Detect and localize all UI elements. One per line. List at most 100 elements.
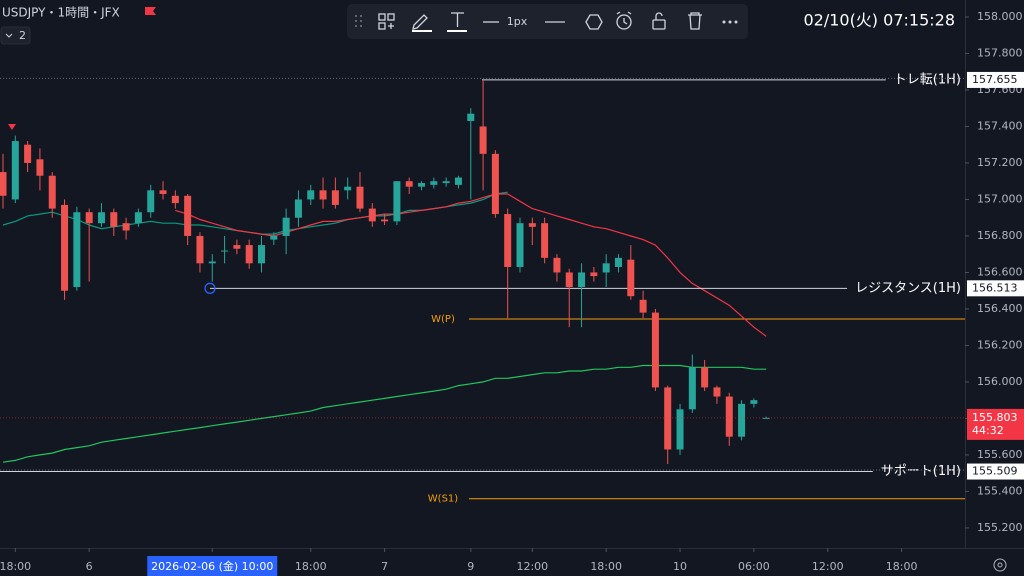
candle-body bbox=[738, 403, 746, 437]
level-price-badge bbox=[967, 71, 1024, 88]
crosshair-time-box bbox=[147, 556, 278, 576]
candle-body bbox=[393, 181, 401, 222]
candle-body bbox=[344, 186, 352, 191]
delete-button[interactable] bbox=[688, 12, 702, 30]
x-tick-label: 18:00 bbox=[295, 560, 327, 573]
candle-body bbox=[122, 223, 130, 231]
clock: 02/10(火) 07:15:28 bbox=[803, 11, 955, 30]
pivot-label: W(P) bbox=[431, 314, 455, 325]
templates-button[interactable] bbox=[378, 13, 395, 30]
candle-body bbox=[614, 257, 622, 267]
candle-body bbox=[233, 245, 241, 249]
candle-body bbox=[590, 272, 598, 277]
y-tick-label: 157.200 bbox=[977, 156, 1023, 169]
candle-body bbox=[442, 181, 450, 184]
candle-body bbox=[134, 212, 142, 224]
x-tick-label: 18:00 bbox=[0, 560, 31, 573]
symbol-title[interactable]: USDJPY・1時間・JFX bbox=[2, 6, 120, 20]
candle-body bbox=[688, 367, 696, 410]
chevron-icon bbox=[5, 33, 13, 38]
visibility-button[interactable] bbox=[585, 14, 603, 30]
bar-countdown: 44:32 bbox=[972, 424, 1004, 437]
candle-body bbox=[319, 190, 327, 200]
candle-body bbox=[61, 204, 69, 291]
candle-body bbox=[676, 409, 684, 450]
candle-body bbox=[245, 245, 253, 264]
candle-body bbox=[725, 396, 733, 437]
level-label: サポート(1H) bbox=[881, 464, 961, 479]
y-tick-label: 158.000 bbox=[977, 10, 1023, 23]
candle-body bbox=[258, 245, 266, 264]
level-price-badge bbox=[967, 463, 1024, 480]
candle-body bbox=[454, 177, 462, 185]
level-price-badge bbox=[967, 280, 1024, 297]
level-price: 157.655 bbox=[972, 73, 1018, 86]
level-price: 156.513 bbox=[972, 281, 1018, 294]
x-tick-label: 18:00 bbox=[590, 560, 622, 573]
x-tick-label: 7 bbox=[381, 560, 388, 573]
candle-body bbox=[48, 175, 56, 209]
y-tick-label: 157.000 bbox=[977, 192, 1023, 205]
x-tick-label: 06:00 bbox=[738, 560, 770, 573]
candle-body bbox=[159, 190, 167, 194]
drawing-toolbar: 1px bbox=[347, 4, 748, 39]
y-tick-label: 155.400 bbox=[977, 484, 1023, 497]
line-color-button[interactable] bbox=[412, 14, 432, 32]
alert-button[interactable] bbox=[616, 11, 632, 30]
text-color-button[interactable] bbox=[447, 12, 467, 32]
y-tick-label: 157.800 bbox=[977, 46, 1023, 59]
candle-body bbox=[664, 387, 672, 450]
y-tick-label: 156.400 bbox=[977, 302, 1023, 315]
candle-body bbox=[639, 299, 647, 313]
candle-body bbox=[294, 199, 302, 218]
y-tick-label: 156.800 bbox=[977, 229, 1023, 242]
candle-body bbox=[110, 212, 118, 227]
candle-body bbox=[565, 272, 573, 288]
level-label: レジスタンス(1H) bbox=[855, 281, 961, 296]
stroke-width[interactable]: 1px bbox=[507, 15, 528, 28]
candle-body bbox=[356, 186, 364, 209]
marker-icon bbox=[8, 124, 16, 130]
candle-body bbox=[11, 141, 19, 200]
x-tick-label: 2026-02-06 (金) 10:00 bbox=[151, 559, 273, 573]
candle-body bbox=[516, 223, 524, 267]
candle-body bbox=[331, 190, 339, 205]
level-price: 155.509 bbox=[972, 465, 1018, 478]
candle-body bbox=[196, 235, 204, 264]
anchor-handle bbox=[204, 282, 216, 294]
candle-body bbox=[208, 261, 216, 264]
candle-body bbox=[553, 257, 561, 273]
drag-handle[interactable] bbox=[355, 15, 362, 27]
candle-body bbox=[221, 250, 229, 252]
pane-count: 2 bbox=[19, 29, 26, 42]
candle-body bbox=[750, 400, 758, 404]
settings-button[interactable] bbox=[993, 558, 1007, 572]
flag-icon[interactable] bbox=[145, 7, 156, 15]
candle-body bbox=[467, 113, 475, 121]
x-tick-label: 10 bbox=[673, 560, 687, 573]
y-tick-label: 156.600 bbox=[977, 265, 1023, 278]
lock-button[interactable] bbox=[652, 12, 666, 30]
candle-body bbox=[479, 126, 487, 154]
candle-body bbox=[36, 159, 44, 176]
candle-body bbox=[184, 195, 192, 236]
candle-body bbox=[504, 214, 512, 267]
candle-body bbox=[418, 183, 426, 187]
candle-body bbox=[307, 190, 315, 200]
x-tick-label: 18:00 bbox=[886, 560, 918, 573]
more-button[interactable] bbox=[722, 20, 738, 24]
candle-body bbox=[578, 272, 586, 288]
x-tick-label: 12:00 bbox=[812, 560, 844, 573]
candle-body bbox=[282, 217, 290, 236]
candle-body bbox=[85, 212, 93, 224]
candle-body bbox=[381, 219, 389, 222]
candle-body bbox=[627, 259, 635, 297]
pivot-label: W(S1) bbox=[428, 494, 458, 505]
candle-body bbox=[171, 195, 179, 204]
y-tick-label: 156.200 bbox=[977, 338, 1023, 351]
pane-toggle[interactable] bbox=[0, 26, 31, 45]
candle-body bbox=[24, 144, 32, 163]
candle-body bbox=[528, 223, 536, 227]
y-tick-label: 157.400 bbox=[977, 119, 1023, 132]
